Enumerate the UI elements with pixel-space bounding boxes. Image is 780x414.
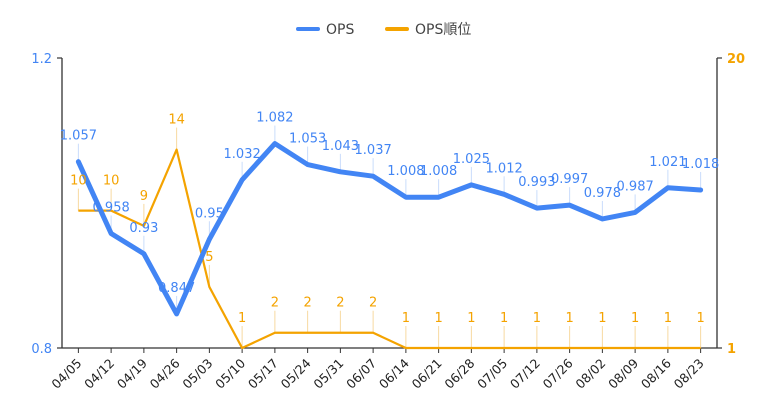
- rank-data-label: 1: [402, 311, 410, 326]
- rank-data-label: 2: [336, 296, 344, 311]
- ops-data-label: 0.993: [518, 175, 555, 190]
- ops-data-label: 1.018: [682, 157, 719, 172]
- rank-data-label: 1: [533, 311, 541, 326]
- x-tick-label: 04/19: [114, 355, 150, 391]
- y-left-tick-label: 0.8: [31, 342, 52, 357]
- x-tick-label: 05/03: [179, 356, 215, 392]
- ops-data-label: 0.997: [551, 172, 588, 187]
- y-right-tick-label: 1: [727, 342, 736, 357]
- x-tick-label: 05/10: [212, 355, 248, 391]
- rank-data-label: 9: [140, 189, 148, 204]
- rank-data-label: 14: [168, 113, 185, 128]
- rank-data-label: 10: [70, 174, 87, 189]
- ops-data-label: 1.082: [256, 111, 293, 126]
- x-tick-label: 07/05: [474, 356, 510, 392]
- rank-data-label: 2: [369, 296, 377, 311]
- ops-data-label: 1.032: [224, 147, 261, 162]
- ops-data-label: 1.057: [60, 129, 97, 144]
- rank-data-label: 10: [103, 174, 120, 189]
- ops-data-label: 1.025: [453, 152, 490, 167]
- x-tick-label: 04/26: [147, 355, 183, 391]
- rank-data-label: 2: [303, 296, 311, 311]
- legend-label: OPS: [326, 22, 354, 38]
- x-tick-label: 08/02: [572, 356, 608, 392]
- x-tick-label: 06/28: [441, 355, 477, 391]
- y-left-tick-label: 1.2: [31, 52, 52, 67]
- x-tick-label: 08/16: [638, 355, 674, 391]
- series-line-ops-rank: [78, 150, 700, 348]
- ops-data-label: 0.93: [129, 221, 158, 236]
- ops-data-label: 0.958: [93, 200, 130, 215]
- legend-label: OPS順位: [415, 22, 471, 38]
- x-tick-label: 06/14: [376, 355, 412, 391]
- ops-data-label: 1.037: [355, 143, 392, 158]
- rank-data-label: 1: [467, 311, 475, 326]
- ops-data-label: 0.95: [195, 206, 224, 221]
- rank-data-label: 1: [238, 311, 246, 326]
- x-tick-label: 04/12: [81, 356, 117, 392]
- rank-data-label: 5: [205, 250, 213, 265]
- ops-data-label: 1.008: [387, 164, 424, 179]
- data-labels: 10 10 9 14 5 1 2 2 2 2 1 1 1 1 1 1 1 1 1 1 1.057 0.958 0.93 0.8…: [60, 111, 719, 326]
- rank-data-label: 1: [598, 311, 606, 326]
- legend: OPS OPS順位: [298, 22, 471, 38]
- ops-data-label: 1.021: [649, 155, 686, 170]
- rank-data-label: 1: [631, 311, 639, 326]
- rank-data-label: 1: [565, 311, 573, 326]
- x-tick-label: 06/21: [409, 356, 445, 392]
- rank-data-label: 1: [434, 311, 442, 326]
- ops-data-label: 1.053: [289, 132, 326, 147]
- rank-data-label: 1: [500, 311, 508, 326]
- x-tick-label: 08/23: [671, 356, 707, 392]
- ops-data-label: 0.987: [617, 179, 654, 194]
- x-tick-label: 07/12: [507, 356, 543, 392]
- ops-data-label: 0.847: [158, 281, 195, 296]
- x-tick-label: 05/17: [245, 356, 281, 392]
- y-right-tick-label: 20: [727, 52, 745, 67]
- ops-data-label: 1.012: [486, 161, 523, 176]
- rank-data-label: 1: [664, 311, 672, 326]
- x-tick-label: 07/26: [540, 355, 576, 391]
- x-tick-label: 05/31: [310, 356, 346, 392]
- x-tick-label: 06/07: [343, 356, 379, 392]
- x-tick-label: 05/24: [278, 355, 314, 391]
- x-tick-label: 04/05: [48, 356, 84, 392]
- rank-data-label: 2: [271, 296, 279, 311]
- x-tick-label: 08/09: [605, 355, 641, 391]
- ops-data-label: 1.008: [420, 164, 457, 179]
- ops-data-label: 1.043: [322, 139, 359, 154]
- rank-data-label: 1: [696, 311, 704, 326]
- ops-data-label: 0.978: [584, 186, 621, 201]
